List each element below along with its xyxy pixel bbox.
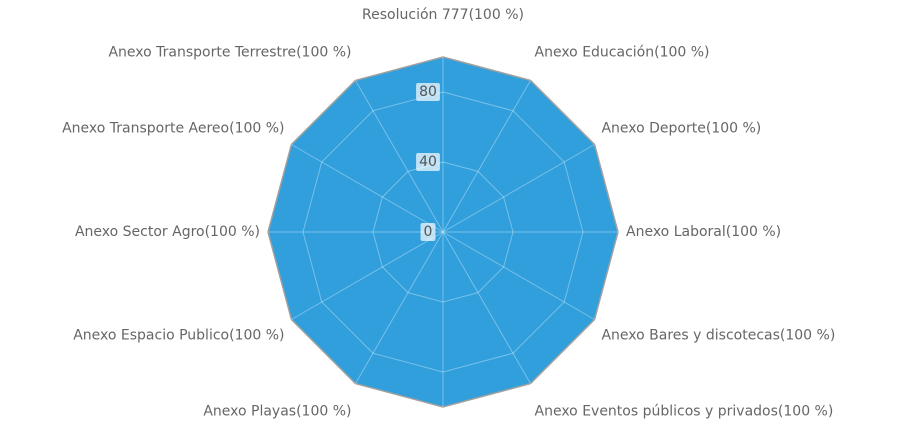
axis-label-value: (100 %) <box>780 328 835 344</box>
axis-label-name: Anexo Transporte Terrestre <box>108 45 296 61</box>
axis-label-value: (100 %) <box>778 403 833 419</box>
axis-label-name: Anexo Laboral <box>626 224 726 240</box>
axis-label-name: Anexo Eventos públicos y privados <box>535 403 778 419</box>
axis-label-value: (100 %) <box>205 224 260 240</box>
axis-label: Anexo Bares y discotecas(100 %) <box>601 328 835 344</box>
axis-label-value: (100 %) <box>229 121 284 137</box>
y-tick-bg <box>416 153 440 171</box>
axis-label-value: (100 %) <box>706 121 761 137</box>
axis-label: Anexo Transporte Terrestre(100 %) <box>108 45 351 61</box>
spoke <box>291 231 444 320</box>
grid-ring <box>372 161 514 303</box>
axis-label-name: Anexo Espacio Publico <box>73 328 229 344</box>
y-tick-bg <box>416 83 440 101</box>
axis-label-name: Anexo Educación <box>535 45 655 61</box>
axis-label-name: Anexo Deporte <box>601 121 705 137</box>
grid-ring <box>302 91 584 373</box>
axis-label: Anexo Espacio Publico(100 %) <box>73 328 284 344</box>
y-tick: 80 <box>416 83 440 101</box>
y-tick: 40 <box>416 153 440 171</box>
y-tick-label: 0 <box>424 224 433 240</box>
spoke <box>291 144 444 233</box>
axis-label-name: Anexo Bares y discotecas <box>601 328 779 344</box>
axis-label: Anexo Sector Agro(100 %) <box>75 224 260 240</box>
spoke <box>442 144 595 233</box>
axis-label-value: (100 %) <box>726 224 781 240</box>
axis-label-name: Anexo Sector Agro <box>75 224 205 240</box>
spoke <box>355 80 444 233</box>
axis-label-value: (100 %) <box>469 7 524 23</box>
axis-label-name: Resolución 777 <box>362 7 469 23</box>
radar-area <box>267 56 619 408</box>
axis-label-name: Anexo Transporte Aereo <box>62 121 229 137</box>
axis-label: Anexo Eventos públicos y privados(100 %) <box>535 403 834 419</box>
y-tick: 0 <box>420 223 436 241</box>
axis-label-value: (100 %) <box>296 45 351 61</box>
axis-label: Anexo Educación(100 %) <box>535 45 710 61</box>
axis-label-value: (100 %) <box>654 45 709 61</box>
y-tick-label: 80 <box>419 84 437 100</box>
axis-label: Anexo Playas(100 %) <box>203 403 351 419</box>
spoke <box>442 231 531 384</box>
spoke <box>442 231 595 320</box>
y-tick-label: 40 <box>419 154 437 170</box>
axis-label-name: Anexo Playas <box>203 403 296 419</box>
axis-label: Anexo Deporte(100 %) <box>601 121 761 137</box>
spoke <box>442 80 531 233</box>
axis-label: Anexo Laboral(100 %) <box>626 224 781 240</box>
axis-label-value: (100 %) <box>296 403 351 419</box>
axis-label: Resolución 777(100 %) <box>362 7 524 23</box>
axis-label: Anexo Transporte Aereo(100 %) <box>62 121 284 137</box>
y-tick-bg <box>420 223 436 241</box>
axis-label-value: (100 %) <box>229 328 284 344</box>
spoke <box>355 231 444 384</box>
